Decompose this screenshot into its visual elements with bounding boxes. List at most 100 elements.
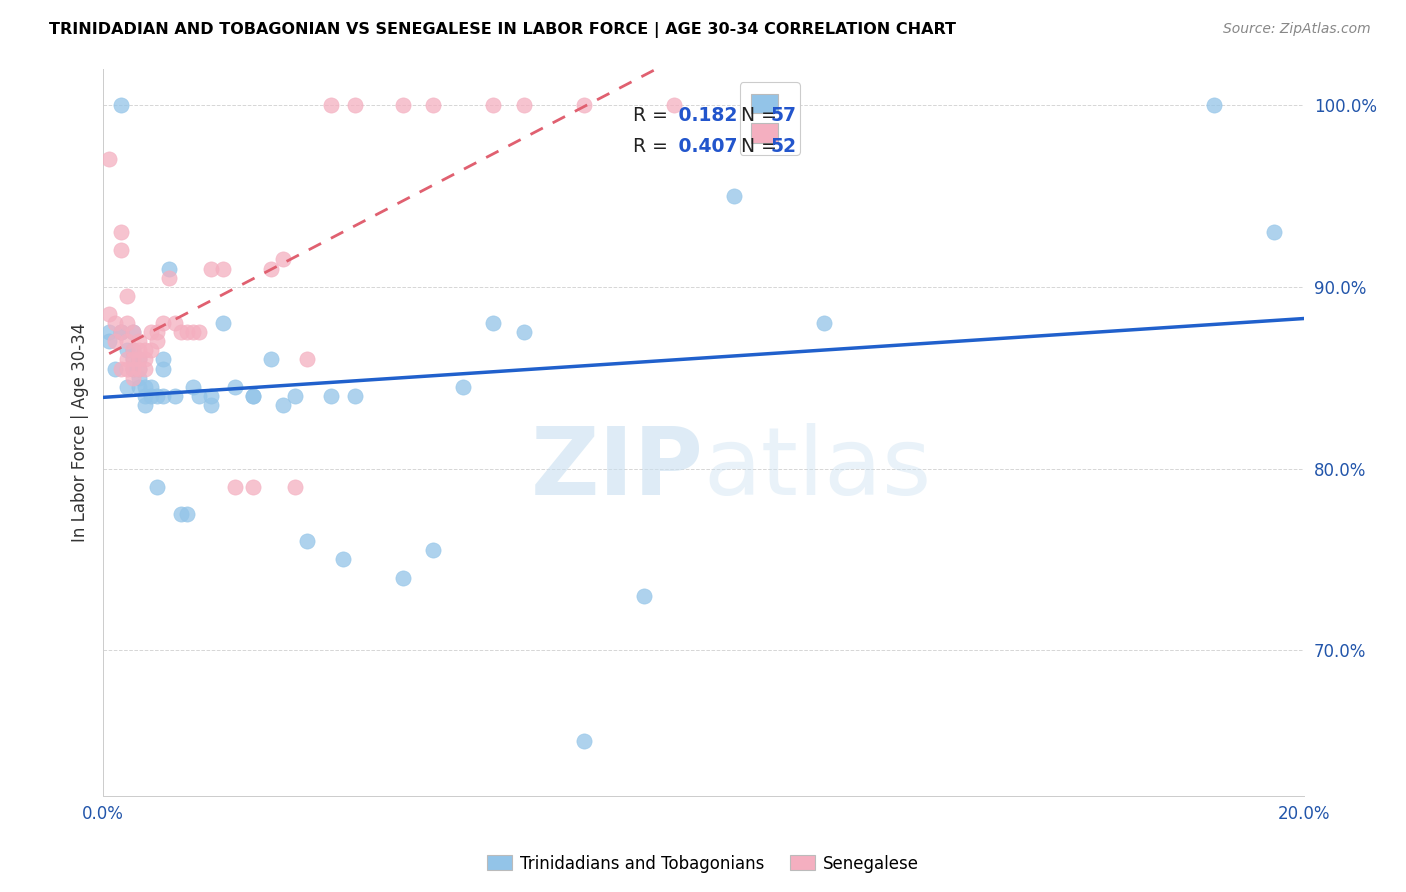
Text: 52: 52 <box>770 136 797 156</box>
Point <box>98 325 121 339</box>
Point <box>115 380 138 394</box>
Point <box>128 370 150 384</box>
Point <box>98 153 121 167</box>
Point <box>141 389 163 403</box>
Point <box>284 389 307 403</box>
Text: 57: 57 <box>770 106 797 125</box>
Text: R =: R = <box>633 136 673 156</box>
Point <box>134 380 156 394</box>
Point <box>271 252 294 267</box>
Text: N =: N = <box>728 106 783 125</box>
Point <box>146 389 169 403</box>
Point <box>271 398 294 412</box>
Point <box>146 480 169 494</box>
Point <box>110 325 132 339</box>
Point <box>134 361 156 376</box>
Point <box>152 352 174 367</box>
Point <box>224 480 246 494</box>
Point <box>141 380 163 394</box>
Point <box>297 534 319 549</box>
Point <box>157 261 180 276</box>
Point <box>181 325 204 339</box>
Point <box>572 98 595 112</box>
Point <box>134 389 156 403</box>
Point <box>128 361 150 376</box>
Point <box>141 325 163 339</box>
Point <box>242 480 264 494</box>
Point <box>152 316 174 330</box>
Point <box>146 325 169 339</box>
Point <box>128 334 150 349</box>
Point <box>157 270 180 285</box>
Point <box>122 361 145 376</box>
Y-axis label: In Labor Force | Age 30-34: In Labor Force | Age 30-34 <box>72 323 89 541</box>
Point <box>200 389 222 403</box>
Point <box>110 244 132 258</box>
Text: Source: ZipAtlas.com: Source: ZipAtlas.com <box>1223 22 1371 37</box>
Point <box>453 380 475 394</box>
Point <box>1204 98 1226 112</box>
Point <box>98 307 121 321</box>
Text: ZIP: ZIP <box>531 423 703 515</box>
Point <box>321 98 343 112</box>
Point <box>482 98 505 112</box>
Point <box>128 380 150 394</box>
Point <box>122 325 145 339</box>
Point <box>128 361 150 376</box>
Text: N =: N = <box>728 136 783 156</box>
Point <box>181 380 204 394</box>
Point <box>344 389 367 403</box>
Point <box>242 389 264 403</box>
Point <box>813 316 835 330</box>
Point <box>392 571 415 585</box>
Point <box>188 389 211 403</box>
Point <box>723 188 745 202</box>
Point <box>176 507 198 521</box>
Point <box>146 334 169 349</box>
Point <box>344 98 367 112</box>
Point <box>122 343 145 358</box>
Point <box>152 389 174 403</box>
Point <box>104 361 127 376</box>
Point <box>572 734 595 748</box>
Point <box>122 361 145 376</box>
Point <box>115 316 138 330</box>
Point <box>176 325 198 339</box>
Point <box>128 352 150 367</box>
Point <box>392 98 415 112</box>
Point <box>98 334 121 349</box>
Point <box>122 352 145 367</box>
Point <box>224 380 246 394</box>
Point <box>152 361 174 376</box>
Legend: , : , <box>740 82 800 155</box>
Point <box>260 352 283 367</box>
Point <box>170 507 193 521</box>
Text: 0.407: 0.407 <box>672 136 738 156</box>
Point <box>284 480 307 494</box>
Point <box>512 98 534 112</box>
Point <box>115 289 138 303</box>
Point <box>662 98 685 112</box>
Point <box>422 543 444 558</box>
Point <box>122 361 145 376</box>
Point <box>188 325 211 339</box>
Point <box>482 316 505 330</box>
Point <box>122 370 145 384</box>
Point <box>165 316 187 330</box>
Point <box>165 389 187 403</box>
Point <box>141 343 163 358</box>
Point <box>332 552 354 566</box>
Point <box>200 261 222 276</box>
Point <box>110 98 132 112</box>
Point <box>110 361 132 376</box>
Point <box>104 316 127 330</box>
Point <box>297 352 319 367</box>
Point <box>104 334 127 349</box>
Point <box>200 398 222 412</box>
Text: 0.182: 0.182 <box>672 106 738 125</box>
Text: TRINIDADIAN AND TOBAGONIAN VS SENEGALESE IN LABOR FORCE | AGE 30-34 CORRELATION : TRINIDADIAN AND TOBAGONIAN VS SENEGALESE… <box>49 22 956 38</box>
Point <box>115 334 138 349</box>
Point <box>134 343 156 358</box>
Legend: Trinidadians and Tobagonians, Senegalese: Trinidadians and Tobagonians, Senegalese <box>481 848 925 880</box>
Text: atlas: atlas <box>703 423 932 515</box>
